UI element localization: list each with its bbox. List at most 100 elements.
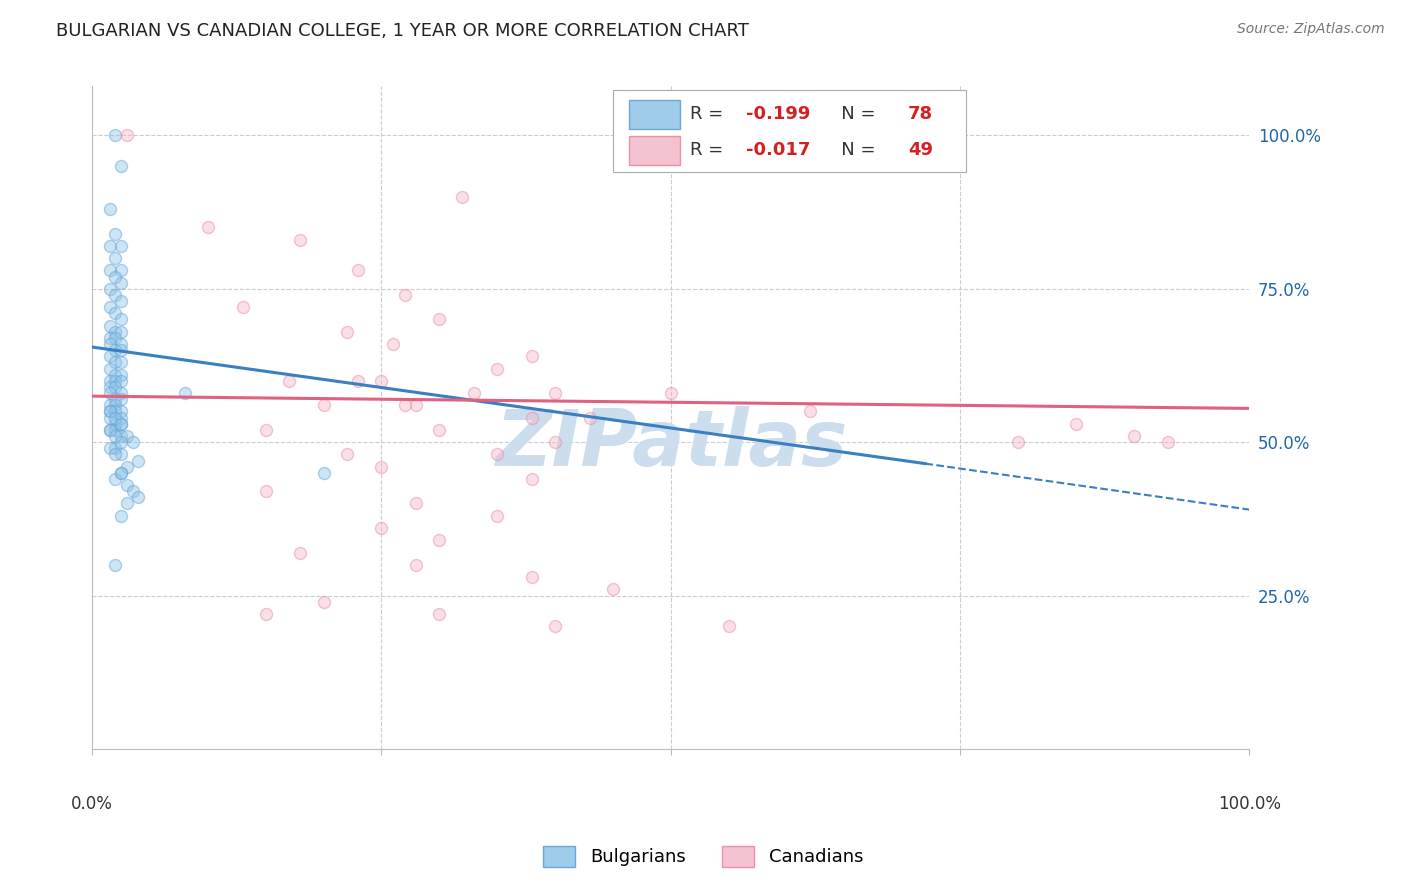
Point [336, 325, 359, 339]
Point [347, 263, 370, 277]
Point [104, 380, 127, 394]
Text: R =: R = [690, 105, 730, 123]
Point [382, 337, 405, 351]
Point [110, 368, 132, 382]
Point [197, 220, 219, 235]
Point [104, 410, 127, 425]
Point [127, 491, 149, 505]
Point [98, 337, 121, 351]
Point [104, 128, 127, 143]
Point [98, 380, 121, 394]
Point [312, 594, 335, 608]
Point [427, 607, 450, 621]
Point [104, 331, 127, 345]
Text: BULGARIAN VS CANADIAN COLLEGE, 1 YEAR OR MORE CORRELATION CHART: BULGARIAN VS CANADIAN COLLEGE, 1 YEAR OR… [56, 22, 749, 40]
Point [104, 251, 127, 265]
Point [121, 435, 143, 450]
Text: -0.199: -0.199 [747, 105, 810, 123]
Point [104, 355, 127, 369]
Point [104, 374, 127, 388]
Point [98, 398, 121, 412]
Point [98, 410, 121, 425]
Point [277, 374, 299, 388]
Point [110, 404, 132, 418]
Point [98, 423, 121, 437]
Point [98, 239, 121, 253]
Point [290, 233, 312, 247]
Text: Source: ZipAtlas.com: Source: ZipAtlas.com [1237, 22, 1385, 37]
Point [98, 300, 121, 314]
Point [98, 318, 121, 333]
Point [104, 404, 127, 418]
Point [312, 398, 335, 412]
Point [520, 570, 543, 584]
Point [370, 374, 392, 388]
Point [544, 435, 567, 450]
Point [370, 521, 392, 535]
Point [520, 410, 543, 425]
Point [520, 472, 543, 486]
Point [110, 159, 132, 173]
Point [110, 263, 132, 277]
FancyBboxPatch shape [628, 100, 681, 128]
Point [110, 337, 132, 351]
Text: 49: 49 [908, 141, 934, 159]
Point [799, 404, 821, 418]
Point [104, 392, 127, 407]
Point [115, 496, 138, 510]
Point [110, 417, 132, 431]
Point [602, 582, 624, 597]
Text: 78: 78 [908, 105, 934, 123]
Point [121, 484, 143, 499]
Point [427, 533, 450, 548]
Legend: Bulgarians, Canadians: Bulgarians, Canadians [536, 838, 870, 874]
Point [1007, 435, 1029, 450]
Text: N =: N = [824, 105, 880, 123]
Point [98, 361, 121, 376]
Point [115, 459, 138, 474]
Point [104, 325, 127, 339]
Point [544, 619, 567, 633]
Point [254, 607, 277, 621]
Point [104, 269, 127, 284]
Point [544, 386, 567, 401]
Point [104, 417, 127, 431]
Point [1064, 417, 1087, 431]
Point [110, 312, 132, 326]
Point [98, 349, 121, 363]
Point [110, 355, 132, 369]
Point [104, 398, 127, 412]
FancyBboxPatch shape [613, 90, 966, 172]
Point [110, 239, 132, 253]
Point [717, 619, 740, 633]
Text: 0.0%: 0.0% [72, 795, 112, 813]
Point [110, 294, 132, 309]
Point [110, 466, 132, 480]
Point [110, 447, 132, 461]
Point [104, 368, 127, 382]
Point [110, 466, 132, 480]
Point [254, 423, 277, 437]
Point [254, 484, 277, 499]
Point [486, 508, 509, 523]
Point [98, 202, 121, 216]
Point [104, 423, 127, 437]
Point [98, 331, 121, 345]
Point [520, 349, 543, 363]
Point [115, 478, 138, 492]
Point [451, 190, 474, 204]
Point [427, 312, 450, 326]
Point [110, 410, 132, 425]
Point [104, 472, 127, 486]
Point [290, 545, 312, 559]
Point [98, 263, 121, 277]
Point [405, 398, 427, 412]
Point [104, 288, 127, 302]
Point [110, 343, 132, 358]
Point [110, 374, 132, 388]
Point [486, 361, 509, 376]
Point [98, 423, 121, 437]
Point [486, 447, 509, 461]
Point [104, 306, 127, 320]
Point [104, 558, 127, 572]
